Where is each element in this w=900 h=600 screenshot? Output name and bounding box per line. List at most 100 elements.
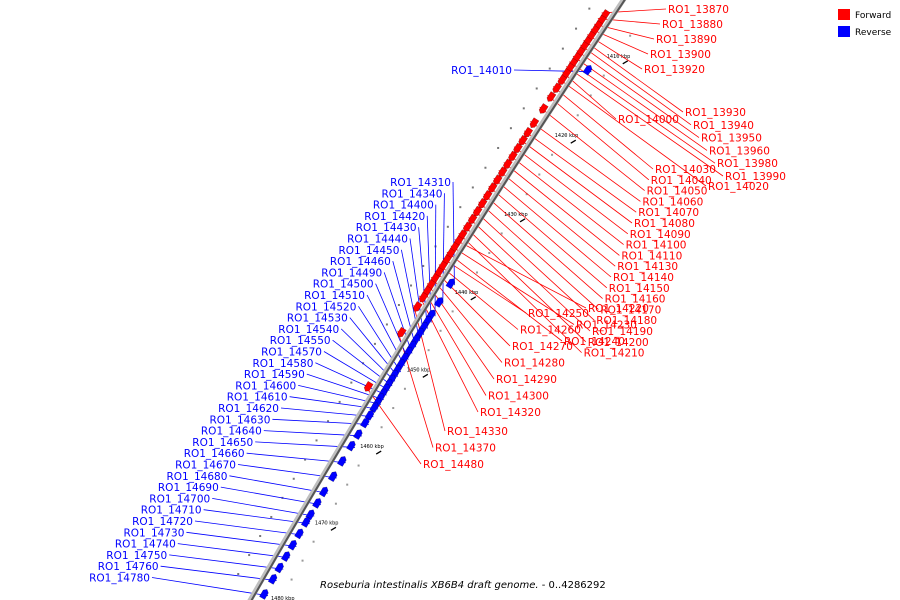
reverse-gene-feature: [305, 509, 315, 521]
forward-gene-label: RO1_14030: [655, 164, 716, 176]
forward-gene-feature: [364, 381, 374, 392]
forward-gene-label: RO1_14270: [512, 341, 573, 353]
forward-leader-line: [558, 78, 707, 187]
forward-gene-label: RO1_14110: [621, 250, 682, 262]
forward-gene-label: RO1_14040: [651, 175, 712, 187]
forward-gene-label: RO1_14290: [496, 374, 557, 386]
reverse-gene-label: RO1_14490: [321, 267, 382, 279]
forward-gene-feature: [529, 117, 540, 128]
minor-tick: [451, 310, 454, 313]
forward-leader-line: [576, 50, 700, 138]
forward-leader-line: [478, 201, 599, 310]
caption-range: - 0..4286292: [539, 580, 606, 591]
minor-tick: [415, 368, 418, 371]
minor-tick: [357, 464, 360, 467]
forward-leader-line: [454, 239, 587, 309]
minor-tick: [403, 387, 406, 390]
forward-gene-feature: [463, 221, 473, 232]
reverse-gene-label: RO1_14610: [227, 392, 288, 404]
forward-gene-feature: [488, 182, 498, 193]
forward-gene-label: RO1_13880: [662, 19, 723, 31]
reverse-gene-feature: [287, 540, 297, 551]
forward-gene-label: RO1_14080: [634, 218, 695, 230]
minor-tick: [369, 445, 372, 448]
minor-tick: [475, 271, 478, 274]
minor-tick: [350, 381, 353, 384]
reverse-leader-line: [151, 577, 269, 597]
minor-tick: [602, 74, 605, 77]
reverse-leader-line: [426, 215, 432, 323]
minor-tick: [327, 420, 330, 423]
forward-gene-label: RO1_13980: [717, 158, 778, 170]
minor-tick: [471, 186, 474, 189]
forward-gene-feature: [413, 301, 423, 312]
reverse-gene-label: RO1_14310: [390, 177, 451, 189]
minor-tick: [563, 134, 566, 137]
reverse-leader-line: [160, 565, 277, 581]
minor-tick: [279, 597, 282, 600]
reverse-gene-label: RO1_14720: [132, 516, 193, 528]
reverse-gene-label: RO1_14630: [209, 414, 270, 426]
forward-gene-label: RO1_14190: [592, 326, 653, 338]
reverse-gene-feature: [434, 297, 444, 308]
forward-leader-line: [552, 86, 654, 170]
forward-gene-feature: [518, 134, 528, 146]
tick-label: 1470 kbp: [315, 520, 339, 526]
forward-gene-label: RO1_13990: [725, 171, 786, 183]
forward-gene-label: RO1_14130: [617, 261, 678, 273]
reverse-gene-label: RO1_14680: [166, 471, 227, 483]
reverse-leader-line: [203, 509, 310, 525]
reverse-gene-feature: [582, 65, 593, 76]
tick-label: 1460 kbp: [360, 444, 384, 450]
tick-label: 1440 kbp: [455, 290, 479, 296]
reverse-gene-label: RO1_14780: [89, 573, 150, 585]
tick-mark: [330, 526, 337, 531]
forward-gene-label: RO1_14090: [630, 229, 691, 241]
reverse-gene-feature: [259, 589, 269, 600]
minor-tick: [513, 212, 516, 215]
legend-forward-label: Forward: [855, 11, 891, 21]
reverse-leader-line: [434, 204, 437, 317]
reverse-gene-label: RO1_14670: [175, 460, 236, 472]
genome-backbone: [250, 0, 626, 600]
forward-gene-feature: [523, 127, 533, 138]
minor-tick: [497, 146, 500, 149]
forward-leader-line: [419, 295, 479, 413]
forward-leader-line: [493, 177, 612, 278]
forward-gene-label: RO1_13900: [650, 49, 711, 61]
minor-tick: [334, 502, 337, 505]
forward-gene-label: RO1_14320: [480, 407, 541, 419]
forward-leader-line: [413, 305, 446, 432]
forward-gene-label: RO1_14370: [435, 443, 496, 455]
forward-leader-line: [508, 154, 624, 245]
reverse-gene-feature: [346, 440, 356, 452]
forward-leader-line: [397, 330, 434, 448]
minor-tick: [410, 284, 413, 287]
reverse-gene-label: RO1_14690: [158, 482, 219, 494]
reverse-gene-feature: [274, 562, 284, 574]
reverse-leader-line: [452, 181, 455, 286]
reverse-gene-feature: [445, 278, 456, 289]
minor-tick: [270, 515, 273, 518]
forward-gene-label: RO1_14170: [600, 304, 661, 316]
forward-gene-label: RO1_13870: [668, 4, 729, 16]
reverse-gene-label: RO1_14640: [201, 426, 262, 438]
forward-gene-feature: [508, 150, 518, 162]
reverse-gene-label: RO1_14450: [338, 245, 399, 257]
tick-mark: [519, 218, 526, 223]
forward-gene-feature: [493, 174, 503, 185]
minor-tick: [248, 554, 251, 557]
reverse-gene-label: RO1_14580: [252, 358, 313, 370]
forward-gene-feature: [478, 198, 488, 209]
minor-tick: [551, 153, 554, 156]
forward-leader-line: [450, 245, 575, 325]
forward-gene-label: RO1_14020: [708, 181, 769, 193]
forward-leader-line: [488, 185, 608, 289]
forward-leader-line: [569, 61, 716, 164]
minor-tick: [373, 342, 376, 345]
reverse-gene-label: RO1_14540: [278, 324, 339, 336]
forward-leader-line: [364, 384, 422, 465]
reverse-leader-line: [409, 238, 424, 335]
tick-mark: [375, 450, 382, 455]
reverse-gene-label: RO1_14460: [330, 256, 391, 268]
